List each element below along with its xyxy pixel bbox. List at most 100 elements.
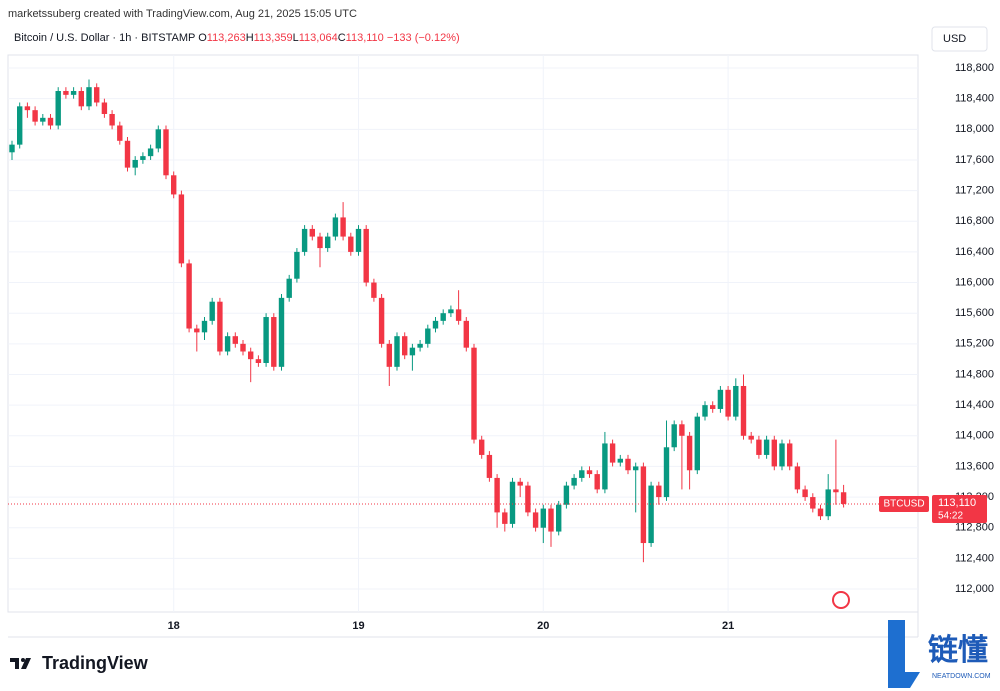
y-tick-label: 118,800: [955, 62, 994, 74]
candle-body: [455, 309, 462, 321]
candle-body: [124, 140, 131, 168]
candle-body: [140, 156, 146, 160]
candle-body: [63, 91, 69, 95]
candle-body: [640, 466, 647, 544]
candle-body: [748, 435, 754, 440]
candle-body: [217, 301, 223, 352]
price-tag: [932, 494, 987, 523]
candle-body: [617, 458, 623, 463]
y-tick-label: 115,200: [955, 338, 994, 350]
watermark-sub: NEATDOWN.COM: [932, 673, 991, 680]
candle-body: [78, 91, 84, 107]
candle-body: [186, 263, 192, 329]
candle-body: [740, 385, 747, 436]
candle-body: [540, 508, 546, 528]
y-tick-label: 117,600: [955, 154, 994, 166]
candle-body: [224, 336, 231, 352]
candle-body: [363, 228, 369, 283]
candle-body: [563, 485, 570, 505]
candle-body: [833, 489, 839, 493]
candle-body: [648, 485, 654, 544]
symbol-line: Bitcoin / U.S. Dollar · 1h · BITSTAMP O1…: [14, 32, 460, 44]
candle-body: [232, 336, 238, 344]
candle-body: [109, 113, 115, 126]
candle-body: [548, 508, 554, 532]
candle-body: [340, 217, 346, 237]
candle-body: [494, 477, 500, 513]
y-tick-label: 112,000: [955, 583, 994, 595]
y-tick-label: 112,800: [955, 522, 994, 534]
candle-body: [625, 458, 631, 471]
candle-body: [710, 405, 716, 409]
candle-body: [440, 313, 446, 321]
symbol-tag-text: BTCUSD: [883, 499, 924, 510]
candle-body: [94, 87, 100, 103]
ohlc-label: C: [337, 32, 346, 44]
candle-body: [432, 320, 439, 329]
y-tick-label: 117,200: [955, 185, 994, 197]
candle-body: [163, 129, 169, 176]
candle-body: [756, 439, 762, 455]
candle-body: [825, 489, 831, 517]
candle-body: [255, 359, 262, 363]
candle-body: [294, 251, 300, 279]
candle-body: [594, 474, 600, 490]
candle-body: [117, 125, 123, 141]
candle-body: [663, 447, 670, 498]
candle-body: [817, 508, 824, 517]
y-tick-label: 116,000: [955, 276, 994, 288]
candle-body: [248, 351, 254, 360]
candle-body: [47, 117, 54, 126]
candle-body: [271, 317, 277, 367]
ohlc: O113,263H113,359L113,064C113,110: [198, 32, 384, 44]
candle-body: [694, 416, 700, 471]
candle-body: [325, 236, 331, 249]
x-tick-label: 18: [168, 620, 180, 632]
candle-body: [355, 228, 362, 252]
candle-body: [509, 481, 516, 524]
candle-body: [194, 328, 200, 333]
tv-logo-mark: [10, 658, 31, 669]
credit: marketssuberg created with TradingView.c…: [8, 8, 357, 20]
ohlc-value: 113,263: [206, 32, 246, 44]
event-icon[interactable]: [832, 591, 850, 609]
candle-body: [810, 497, 816, 509]
candle-body: [763, 439, 770, 455]
candle-body: [840, 492, 847, 504]
candle-body: [178, 194, 185, 264]
candle-body: [348, 236, 354, 252]
candle-body: [309, 228, 315, 237]
candle-body: [656, 485, 662, 498]
candle-body: [9, 144, 15, 153]
currency-box[interactable]: [931, 26, 988, 52]
candle-body: [717, 389, 724, 409]
candle-body: [155, 129, 161, 149]
candle-body: [409, 347, 416, 356]
ohlc-label: O: [198, 32, 207, 44]
y-tick-label: 118,000: [955, 123, 994, 135]
candle-body: [101, 102, 108, 114]
symbol: Bitcoin / U.S. Dollar · 1h · BITSTAMP: [14, 32, 196, 44]
candle-body: [702, 405, 708, 417]
candle-body: [378, 297, 385, 344]
tv-logo-text: TradingView: [42, 653, 149, 673]
candle-body: [32, 110, 38, 122]
x-tick-label: 20: [537, 620, 549, 632]
candle-body: [240, 343, 246, 352]
candle-body: [201, 320, 208, 333]
candle-body: [532, 512, 539, 528]
ohlc-label: L: [292, 32, 299, 44]
y-tick-label: 118,400: [955, 93, 994, 105]
ohlc-value: 113,359: [253, 32, 293, 44]
candle-body: [579, 470, 585, 478]
change: −133 (−0.12%): [386, 32, 460, 44]
price-tag-text: 113,110: [938, 497, 976, 509]
candle-body: [317, 236, 323, 249]
x-tick-label: 19: [352, 620, 364, 632]
currency[interactable]: USD: [943, 33, 966, 45]
y-tick-label: 115,600: [955, 307, 994, 319]
candle-body: [425, 328, 431, 344]
candle-body: [779, 443, 785, 467]
candle-body: [479, 439, 485, 455]
